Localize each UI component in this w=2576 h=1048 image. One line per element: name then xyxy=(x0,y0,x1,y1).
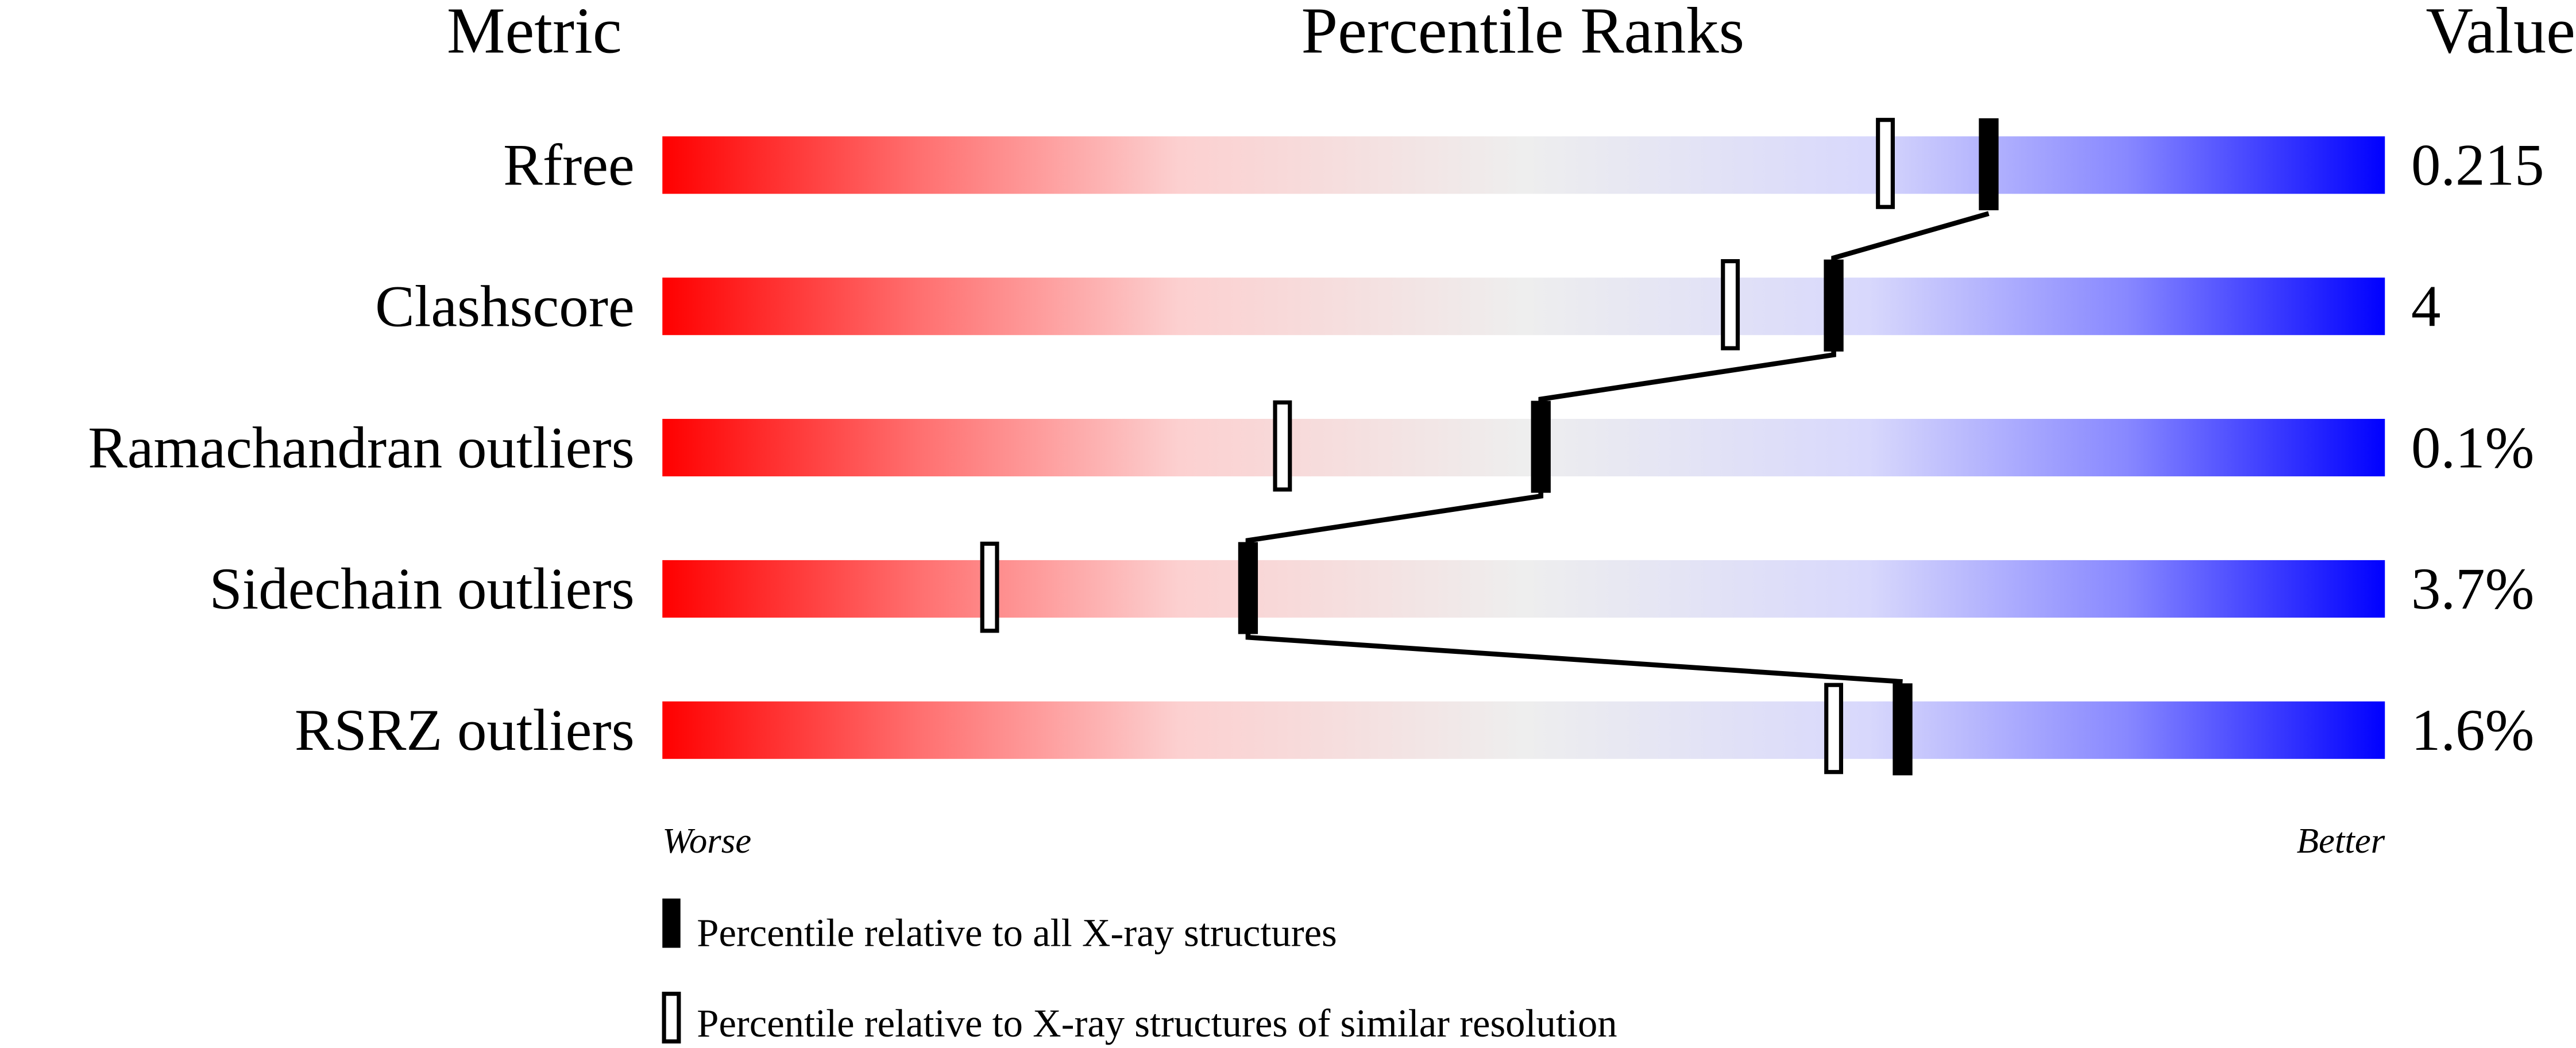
all-structures-marker xyxy=(1238,542,1258,634)
header-value: Value xyxy=(2426,0,2575,67)
all-structures-marker xyxy=(1824,259,1844,352)
metric-label: RSRZ outliers xyxy=(295,698,635,763)
percentile-bar xyxy=(662,701,2385,759)
percentile-bar xyxy=(662,136,2385,194)
similar-resolution-marker xyxy=(1876,118,1895,209)
metric-label: Rfree xyxy=(503,133,635,198)
axis-label-worse: Worse xyxy=(662,820,751,861)
header-percentile-ranks: Percentile Ranks xyxy=(1301,0,1745,67)
percentile-bar xyxy=(662,278,2385,336)
metric-value: 1.6% xyxy=(2411,698,2534,763)
similar-resolution-marker xyxy=(1273,400,1292,492)
metric-value: 0.215 xyxy=(2411,133,2544,198)
metric-label: Sidechain outliers xyxy=(209,556,634,622)
metric-label: Clashscore xyxy=(375,273,635,339)
percentile-bar xyxy=(662,560,2385,618)
legend-open-label: Percentile relative to X-ray structures … xyxy=(697,1001,1617,1045)
all-structures-marker xyxy=(1531,400,1551,493)
legend-filled-marker xyxy=(662,898,681,948)
all-structures-marker xyxy=(1893,683,1913,776)
similar-resolution-marker xyxy=(980,541,999,633)
axis-label-better: Better xyxy=(2297,820,2385,861)
similar-resolution-marker xyxy=(1824,683,1844,775)
metric-value: 4 xyxy=(2411,273,2440,339)
legend-open-marker xyxy=(662,992,681,1044)
legend-filled-label: Percentile relative to all X-ray structu… xyxy=(697,911,1337,955)
metric-value: 3.7% xyxy=(2411,556,2534,622)
metric-value: 0.1% xyxy=(2411,415,2534,480)
all-structures-marker xyxy=(1979,118,1999,210)
percentile-bar xyxy=(662,419,2385,477)
metric-label: Ramachandran outliers xyxy=(88,415,635,480)
header-metric: Metric xyxy=(447,0,622,67)
similar-resolution-marker xyxy=(1721,259,1740,350)
